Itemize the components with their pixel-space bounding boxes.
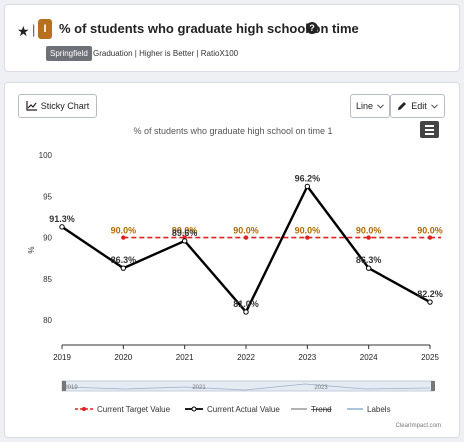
x-tick-label: 2023 [298, 353, 316, 362]
star-icon[interactable]: ★ [17, 23, 30, 39]
actual-point [427, 299, 433, 305]
measure-subtitle: Graduation | Higher is Better | RatioX10… [93, 49, 239, 58]
legend-target-label: Current Target Value [97, 405, 171, 414]
separator: | [32, 22, 36, 37]
chart-panel: Sticky Chart Line Edit % of students who… [4, 82, 460, 438]
actual-point [365, 265, 372, 271]
actual-series-line [61, 185, 431, 314]
navigator-label: 2019 [64, 385, 78, 391]
actual-data-label: 91.3% [49, 214, 75, 224]
page-title: % of students who graduate high school o… [59, 21, 359, 36]
actual-point [304, 183, 311, 190]
target-data-label: 90.0% [111, 226, 137, 236]
chart-credit: ClearImpact.com [396, 423, 441, 429]
sticky-chart-label: Sticky Chart [40, 101, 90, 111]
x-tick-label: 2020 [114, 353, 132, 362]
target-data-label: 90.0% [295, 226, 321, 236]
line-chart: % of students who graduate high school o… [27, 126, 443, 429]
legend-target-marker [82, 407, 86, 411]
y-axis-label: % [27, 246, 36, 253]
chart-type-dropdown[interactable]: Line [350, 94, 390, 118]
chart-type-label: Line [355, 101, 373, 111]
x-tick-label: 2021 [176, 353, 194, 362]
chevron-down-icon [377, 103, 384, 109]
indicator-badge: I [38, 19, 52, 39]
actual-data-label: 89.6% [172, 228, 198, 238]
target-data-label: 90.0% [356, 226, 382, 236]
x-tick-label: 2024 [360, 353, 378, 362]
legend-trend-label: Trend [311, 405, 332, 414]
edit-label: Edit [411, 101, 427, 111]
pencil-icon [398, 102, 407, 110]
actual-point [243, 309, 249, 315]
x-tick-label: 2019 [53, 353, 71, 362]
y-tick-label: 95 [43, 192, 52, 201]
y-tick-label: 85 [43, 275, 52, 284]
actual-point [120, 265, 127, 271]
edit-dropdown[interactable]: Edit [390, 94, 445, 118]
chart-icon [26, 101, 37, 111]
actual-point [181, 238, 188, 244]
actual-data-label: 81.0% [233, 299, 259, 309]
actual-data-label: 86.3% [111, 255, 137, 265]
actual-point [59, 224, 65, 230]
target-data-label: 90.0% [172, 226, 198, 236]
legend-actual-marker [191, 406, 197, 412]
y-tick-label: 80 [43, 316, 52, 325]
chart-menu-button[interactable] [420, 121, 439, 138]
legend-actual-label: Current Actual Value [207, 405, 280, 414]
chevron-down-icon [430, 103, 438, 109]
navigator-right-handle [431, 381, 435, 391]
actual-data-label: 96.2% [295, 173, 321, 183]
location-tag[interactable]: Springfield [46, 46, 92, 61]
x-tick-label: 2022 [237, 353, 255, 362]
navigator-label: 2021 [192, 385, 206, 391]
legend-labels-label: Labels [367, 405, 391, 414]
y-tick-label: 90 [43, 234, 52, 243]
sticky-chart-button[interactable]: Sticky Chart [18, 94, 97, 118]
target-data-label: 90.0% [417, 226, 443, 236]
target-data-label: 90.0% [233, 226, 259, 236]
navigator-label: 2023 [314, 385, 328, 391]
help-icon[interactable]: ? [306, 22, 318, 34]
target-point [305, 235, 310, 240]
measure-header: ★ | I % of students who graduate high sc… [4, 4, 460, 72]
target-point [366, 235, 371, 240]
navigator-series [64, 383, 431, 391]
target-point [427, 235, 433, 240]
target-point [243, 235, 249, 240]
target-point [121, 235, 126, 240]
actual-data-label: 82.2% [417, 289, 443, 299]
y-tick-label: 100 [39, 151, 53, 160]
chart-title: % of students who graduate high school o… [133, 126, 332, 136]
x-tick-label: 2025 [421, 353, 439, 362]
actual-data-label: 86.3% [356, 255, 382, 265]
navigator-left-handle [62, 381, 66, 391]
